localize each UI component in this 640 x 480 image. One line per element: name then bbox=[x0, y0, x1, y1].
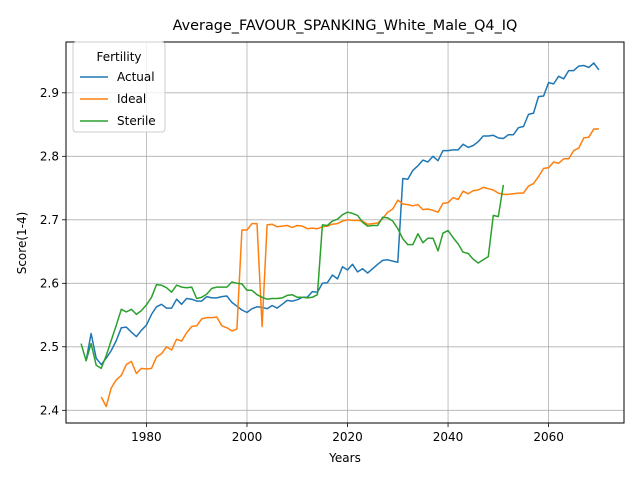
y-tick-label: 2.9 bbox=[40, 86, 59, 100]
y-tick-label: 2.4 bbox=[40, 403, 59, 417]
y-tick-label: 2.7 bbox=[40, 213, 59, 227]
legend-box bbox=[72, 41, 166, 133]
series-line-ideal bbox=[100, 128, 599, 408]
legend: Fertility Actual Ideal Sterile bbox=[72, 41, 166, 133]
x-axis-label: Years bbox=[328, 451, 361, 465]
x-axis-ticks: 1980 2000 2020 2040 2060 bbox=[131, 423, 564, 444]
legend-label-actual: Actual bbox=[117, 70, 155, 84]
series-line-sterile bbox=[80, 184, 505, 370]
legend-label-sterile: Sterile bbox=[117, 114, 156, 128]
y-axis-label: Score(1-4) bbox=[15, 212, 29, 275]
chart-title: Average_FAVOUR_SPANKING_White_Male_Q4_IQ bbox=[173, 18, 518, 34]
legend-title: Fertility bbox=[96, 50, 141, 64]
plot-frame bbox=[65, 41, 625, 424]
x-tick-label: 2040 bbox=[433, 430, 464, 444]
series-lines bbox=[80, 62, 600, 408]
x-tick-label: 2000 bbox=[232, 430, 263, 444]
y-tick-label: 2.8 bbox=[40, 149, 59, 163]
series-line-actual bbox=[85, 62, 600, 366]
x-tick-label: 2020 bbox=[332, 430, 363, 444]
x-tick-label: 1980 bbox=[131, 430, 162, 444]
y-tick-label: 2.6 bbox=[40, 276, 59, 290]
y-tick-label: 2.5 bbox=[40, 340, 59, 354]
y-axis-ticks: 2.4 2.5 2.6 2.7 2.8 2.9 bbox=[40, 86, 66, 417]
x-tick-label: 2060 bbox=[533, 430, 564, 444]
legend-label-ideal: Ideal bbox=[117, 92, 146, 106]
